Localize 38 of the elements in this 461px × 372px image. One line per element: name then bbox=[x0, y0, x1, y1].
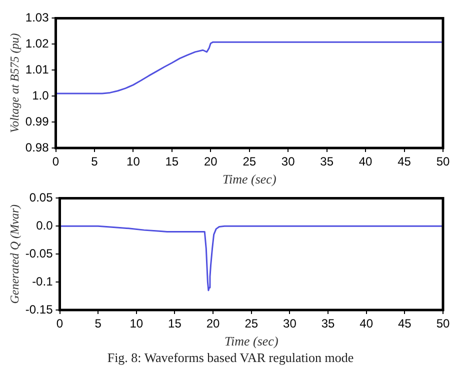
caption: Fig. 8: Waveforms based VAR regulation mode bbox=[106, 350, 355, 366]
x-tick-label: 5 bbox=[91, 154, 98, 169]
x-tick-label: 30 bbox=[281, 154, 296, 169]
x-tick-label: 20 bbox=[204, 154, 218, 169]
x-tick-label: 45 bbox=[398, 316, 412, 331]
y-tick-label: -0.05 bbox=[25, 246, 54, 260]
x-tick-label: 0 bbox=[56, 316, 64, 331]
x-axis-title: Time (sec) bbox=[224, 334, 278, 349]
y-tick-label: 0.05 bbox=[29, 190, 54, 205]
x-tick-label: 15 bbox=[165, 154, 179, 169]
x-tick-label: 45 bbox=[398, 154, 412, 169]
x-tick-label: 40 bbox=[360, 316, 374, 331]
x-tick-label: 40 bbox=[358, 154, 373, 169]
x-tick-label: 10 bbox=[130, 316, 144, 331]
y-tick-label: -0.15 bbox=[25, 302, 54, 316]
y-tick-label: 0.0 bbox=[36, 218, 54, 232]
y-tick-label: 1.02 bbox=[25, 36, 50, 50]
y-axis-title: Voltage at B575 (pu) bbox=[7, 33, 22, 133]
x-axis-title: Time (sec) bbox=[222, 172, 276, 187]
x-tick-label: 50 bbox=[436, 154, 450, 169]
y-tick-label: 1.01 bbox=[25, 62, 50, 76]
x-tick-label: 5 bbox=[94, 316, 102, 331]
y-tick-label: 0.98 bbox=[25, 140, 50, 154]
x-tick-label: 35 bbox=[321, 316, 336, 331]
x-tick-label: 0 bbox=[52, 154, 60, 169]
x-tick-label: 30 bbox=[283, 316, 297, 331]
y-tick-label: 1.0 bbox=[32, 88, 50, 102]
x-tick-label: 50 bbox=[436, 316, 450, 331]
y-tick-label: 1.03 bbox=[25, 10, 50, 25]
x-tick-label: 15 bbox=[168, 316, 182, 331]
y-tick-label: 0.99 bbox=[25, 114, 50, 128]
x-tick-label: 25 bbox=[244, 316, 258, 331]
y-tick-label: -0.1 bbox=[32, 274, 54, 288]
x-tick-label: 20 bbox=[206, 316, 220, 331]
x-tick-label: 25 bbox=[242, 154, 256, 169]
y-axis-title: Generated Q (Mvar) bbox=[7, 204, 22, 304]
x-tick-label: 35 bbox=[320, 154, 334, 169]
x-tick-label: 10 bbox=[126, 154, 140, 169]
